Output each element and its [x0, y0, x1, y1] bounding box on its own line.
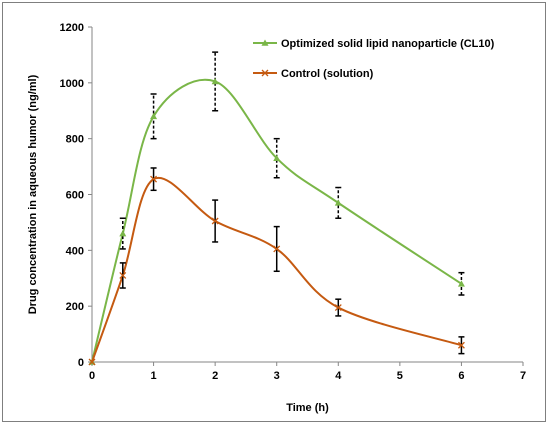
marker-stroke	[334, 304, 342, 312]
y-tick-label: 1200	[60, 22, 84, 34]
legend-swatch-marker	[261, 69, 269, 77]
x-tick-label: 3	[274, 370, 280, 382]
x-tick-label: 7	[520, 370, 526, 382]
y-tick-label: 0	[78, 357, 84, 369]
series-1	[88, 167, 465, 366]
data-point	[119, 271, 127, 279]
y-tick-label: 1000	[60, 78, 84, 90]
marker-stroke	[150, 175, 158, 183]
legend-item-cl10: Optimized solid lipid nanoparticle (CL10…	[253, 38, 495, 50]
series-0	[88, 51, 465, 365]
x-tick-label: 1	[151, 370, 157, 382]
x-tick-labels: 0 1 2 3 4 5 6 7	[89, 362, 526, 382]
data-point	[334, 199, 342, 206]
marker-stroke	[211, 217, 219, 225]
data-point	[457, 280, 465, 287]
legend-item-control: Control (solution)	[253, 68, 374, 80]
x-tick-label: 0	[89, 370, 95, 382]
data-point	[457, 341, 465, 349]
legend-label: Optimized solid lipid nanoparticle (CL10…	[281, 38, 495, 50]
data-point	[150, 112, 158, 120]
series-layer	[88, 51, 465, 366]
legend-swatch-marker	[261, 39, 269, 46]
x-tick-label: 2	[212, 370, 218, 382]
marker-stroke	[88, 358, 96, 366]
y-tick-labels: 0 200 400 600 800 1000 1200	[60, 22, 92, 369]
data-point	[150, 175, 158, 183]
legend-label: Control (solution)	[281, 68, 374, 80]
data-point	[273, 245, 281, 253]
y-axis-title: Drug concentration in aqueous humor (ng/…	[27, 74, 39, 314]
y-tick-label: 200	[66, 301, 84, 313]
series-line	[91, 78, 462, 363]
x-tick-label: 5	[397, 370, 403, 382]
marker-stroke	[119, 271, 127, 279]
legend: Optimized solid lipid nanoparticle (CL10…	[253, 38, 495, 80]
x-tick-label: 6	[458, 370, 464, 382]
marker-stroke	[273, 245, 281, 253]
data-point	[211, 217, 219, 225]
marker-stroke	[457, 341, 465, 349]
x-axis-title: Time (h)	[286, 402, 329, 414]
y-tick-label: 400	[66, 245, 84, 257]
data-point	[273, 154, 281, 162]
data-point	[334, 304, 342, 312]
legend-marker	[261, 39, 269, 46]
marker-stroke	[261, 69, 269, 77]
data-point	[211, 77, 219, 85]
y-tick-label: 800	[66, 134, 84, 146]
legend-marker	[261, 69, 269, 77]
data-point	[119, 230, 127, 237]
y-tick-label: 600	[66, 190, 84, 202]
data-point	[88, 358, 96, 366]
x-tick-label: 4	[335, 370, 342, 382]
